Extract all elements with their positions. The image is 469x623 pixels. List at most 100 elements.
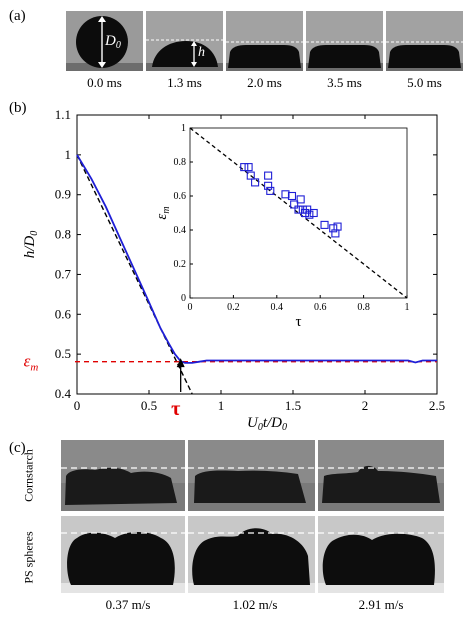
arrow-head-up bbox=[191, 41, 197, 46]
inset-x-tick-label: 1 bbox=[405, 302, 410, 313]
drop-shape bbox=[67, 532, 175, 585]
x-tick-label: 1 bbox=[218, 398, 225, 413]
substrate bbox=[318, 583, 444, 593]
arrow-head-down bbox=[98, 62, 106, 68]
frame-a-3 bbox=[226, 11, 303, 71]
frame-c-1-3 bbox=[318, 440, 444, 511]
panel-c-label: (c) bbox=[9, 440, 26, 456]
inset-y-tick-label: 0.8 bbox=[174, 157, 187, 168]
d0-label: D0 bbox=[104, 33, 121, 51]
drop-cap bbox=[152, 41, 218, 67]
inset-marker bbox=[290, 200, 299, 209]
frame-a-1: D0 bbox=[66, 11, 143, 71]
frame-a-4 bbox=[306, 11, 383, 71]
cornstarch-label: Cornstarch bbox=[21, 449, 36, 502]
inset-x-tick-label: 0.8 bbox=[357, 302, 370, 313]
inset-marker bbox=[266, 186, 275, 195]
frame-a-time: 1.3 ms bbox=[167, 75, 202, 90]
inset-marker bbox=[296, 195, 305, 204]
linear-fit-line bbox=[76, 154, 193, 395]
x-tick-label: 0 bbox=[74, 398, 81, 413]
inset-marker bbox=[251, 178, 260, 187]
inset-y-tick-label: 1 bbox=[181, 123, 186, 134]
speed-label-1: 0.37 m/s bbox=[105, 597, 151, 612]
arrow-head-up bbox=[98, 16, 106, 22]
ps-spheres-label: PS spheres bbox=[21, 531, 36, 584]
inset-x-label: τ bbox=[295, 314, 301, 330]
frame-c-1-2 bbox=[188, 440, 315, 511]
substrate bbox=[61, 583, 185, 593]
y-tick-label: 1 bbox=[65, 147, 72, 162]
inset-marker bbox=[320, 220, 329, 229]
inset-y-tick-label: 0.4 bbox=[174, 225, 187, 236]
inset-x-tick-label: 0.6 bbox=[314, 302, 327, 313]
y-tick-label: 0.8 bbox=[55, 227, 71, 242]
drop-shape bbox=[322, 533, 435, 585]
frame-c-image bbox=[188, 516, 315, 593]
panel-b-label: (b) bbox=[9, 100, 27, 116]
drop-shape bbox=[194, 470, 306, 503]
y-tick-label: 0.9 bbox=[55, 187, 71, 202]
inset-marker bbox=[246, 171, 255, 180]
x-tick-label: 1.5 bbox=[285, 398, 301, 413]
frame-c-image bbox=[318, 440, 444, 511]
inset-y-tick-label: 0 bbox=[181, 293, 186, 304]
x-tick-label: 2.5 bbox=[429, 398, 445, 413]
x-tick-label: 2 bbox=[362, 398, 369, 413]
drop-flat bbox=[308, 45, 381, 68]
arrow-head-down bbox=[191, 62, 197, 67]
frame-c-2-1 bbox=[61, 516, 185, 593]
inset-marker bbox=[264, 171, 273, 180]
inset-x-tick-label: 0 bbox=[188, 302, 193, 313]
inset-marker bbox=[240, 163, 249, 172]
frame-c-2-2 bbox=[188, 516, 315, 593]
main-chart: 0 0.5 1 1.5 2 2.5 0.4 0.5 0.6 0.7 0.8 0.9 1 1.1 U0t/D0… bbox=[22, 107, 445, 433]
x-tick-label: 0.5 bbox=[141, 398, 157, 413]
inset-x-tick-label: 0.2 bbox=[227, 302, 240, 313]
frame-a-time: 5.0 ms bbox=[407, 75, 442, 90]
y-tick-label: 0.4 bbox=[55, 386, 72, 401]
epsilon-label: εm bbox=[24, 352, 39, 374]
x-axis-label: U0t/D0 bbox=[247, 415, 287, 433]
speed-label-2: 1.02 m/s bbox=[232, 597, 278, 612]
drop-flat bbox=[388, 45, 461, 68]
frame-a-image: D0 bbox=[66, 11, 143, 71]
inset-marker bbox=[244, 163, 253, 172]
substrate bbox=[188, 583, 315, 593]
h-label: h bbox=[198, 45, 205, 60]
frame-c-2-3 bbox=[318, 516, 444, 593]
inset-marker bbox=[264, 181, 273, 190]
inset-marker bbox=[305, 210, 314, 219]
frame-c-image bbox=[318, 516, 444, 593]
y-tick-label: 1.1 bbox=[55, 107, 71, 122]
drop-shape bbox=[322, 465, 440, 503]
frame-a-5 bbox=[386, 11, 463, 71]
frame-a-time: 0.0 ms bbox=[87, 75, 122, 90]
inset-y-tick-label: 0.6 bbox=[174, 191, 187, 202]
inset-marker bbox=[329, 224, 338, 233]
frame-a-image: h bbox=[146, 11, 223, 71]
inset-y-label: εm bbox=[154, 206, 172, 219]
inset-reference-line bbox=[189, 127, 408, 299]
inset-x-tick-label: 0.4 bbox=[271, 302, 284, 313]
frame-a-time: 2.0 ms bbox=[247, 75, 282, 90]
tau-label: τ bbox=[171, 398, 180, 420]
frame-a-image bbox=[226, 11, 303, 71]
speed-label-3: 2.91 m/s bbox=[358, 597, 404, 612]
inset-y-tick-label: 0.2 bbox=[174, 259, 187, 270]
frame-a-2: h bbox=[146, 11, 223, 71]
inset-marker bbox=[331, 229, 340, 238]
y-tick-label: 0.6 bbox=[55, 306, 72, 321]
frame-a-image bbox=[386, 11, 463, 71]
inset-marker bbox=[287, 191, 297, 201]
drop-shape bbox=[65, 467, 177, 505]
frame-c-image bbox=[188, 440, 315, 511]
inset-marker bbox=[309, 208, 318, 218]
frame-a-time: 3.5 ms bbox=[327, 75, 362, 90]
plot-frame bbox=[76, 114, 438, 395]
y-axis-label: h/D0 bbox=[22, 231, 40, 259]
y-tick-label: 0.7 bbox=[55, 266, 72, 281]
frame-a-image bbox=[306, 11, 383, 71]
height-curve bbox=[76, 154, 437, 364]
drop-shape bbox=[192, 528, 310, 585]
